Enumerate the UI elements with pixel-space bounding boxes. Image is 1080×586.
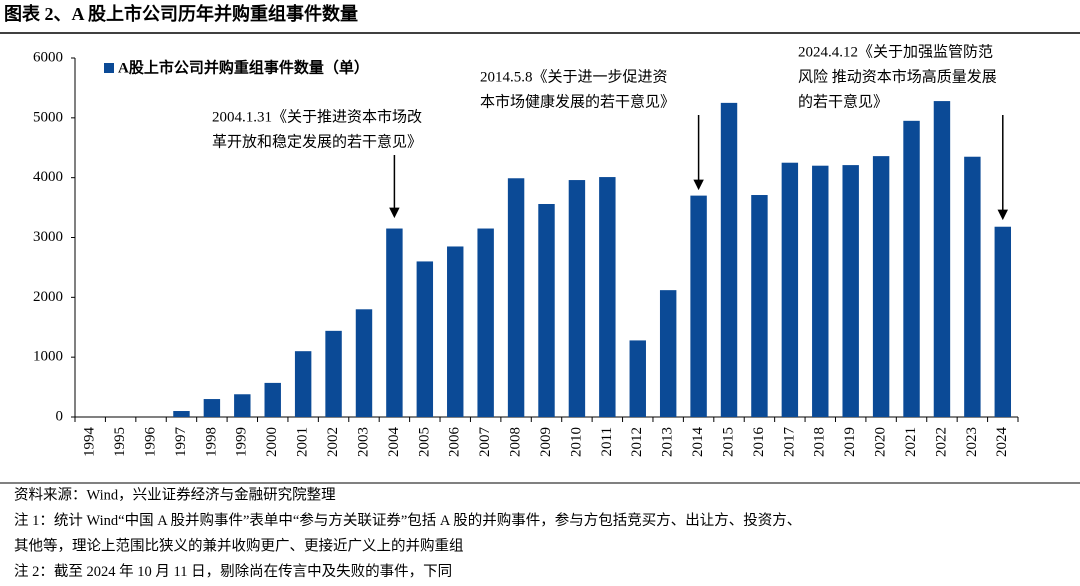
- x-tick-label: 2001: [295, 427, 311, 457]
- bar: [538, 203, 555, 417]
- note: 其他等，理论上范围比狭义的兼并收购更广、更接近广义上的并购重组: [14, 536, 464, 554]
- annotation: 风险 推动资本市场高质量发展: [798, 68, 997, 85]
- y-tick-label: 5000: [33, 109, 63, 125]
- bar: [447, 246, 464, 417]
- x-tick-label: 2011: [599, 427, 615, 456]
- y-tick-label: 6000: [33, 49, 63, 65]
- bar: [903, 120, 920, 417]
- note: 注 1：统计 Wind“中国 A 股并购事件”表单中“参与方关联证券”包括 A …: [14, 511, 801, 529]
- x-tick-label: 2019: [842, 427, 858, 457]
- x-tick-label: 2007: [477, 426, 493, 457]
- x-tick-label: 2010: [568, 427, 584, 457]
- x-tick-label: 2008: [508, 427, 524, 457]
- y-tick-label: 2000: [33, 289, 63, 305]
- bar: [994, 226, 1012, 417]
- note: 资料来源：Wind，兴业证券经济与金融研究院整理: [14, 486, 336, 503]
- bar: [294, 351, 312, 417]
- bar: [872, 156, 890, 418]
- y-tick-label: 4000: [33, 169, 63, 185]
- x-tick-label: 1999: [234, 427, 250, 457]
- x-tick-label: 2016: [751, 427, 767, 458]
- x-tick-label: 2012: [629, 427, 645, 457]
- x-tick-label: 2005: [416, 427, 432, 457]
- x-tick-label: 1998: [203, 427, 219, 457]
- y-tick-label: 1000: [33, 349, 63, 365]
- x-tick-label: 2024: [994, 426, 1010, 457]
- annotation: 2024.4.12《关于加强监管防范: [798, 43, 993, 60]
- annotation: 革开放和稳定发展的若干意见》: [212, 132, 422, 150]
- annotation: 的若干意见》: [798, 92, 888, 110]
- bar: [599, 177, 616, 417]
- bar: [720, 102, 738, 417]
- bar: [477, 228, 494, 417]
- x-tick-label: 2002: [325, 427, 341, 457]
- x-tick-label: 2021: [903, 427, 919, 457]
- x-tick-label: 2023: [964, 427, 980, 457]
- x-tick-label: 2006: [447, 427, 463, 458]
- bar: [781, 162, 799, 417]
- bar: [234, 394, 251, 417]
- x-tick-label: 1997: [173, 427, 189, 458]
- y-tick-label: 3000: [33, 229, 63, 245]
- annotation: 2014.5.8《关于进一步促进资: [480, 68, 668, 85]
- annotation: 本市场健康发展的若干意见》: [480, 92, 675, 110]
- bar: [355, 309, 373, 417]
- bar: [933, 101, 951, 417]
- x-tick-label: 2013: [660, 427, 676, 457]
- bar: [964, 156, 981, 417]
- bar: [812, 165, 829, 417]
- x-tick-label: 2009: [538, 427, 554, 457]
- x-tick-label: 2004: [386, 427, 402, 458]
- chart-title: 图表 2、A 股上市公司历年并购重组事件数量: [4, 3, 358, 24]
- bar: [659, 290, 677, 417]
- annotation: 2004.1.31《关于推进资本市场改: [212, 108, 422, 125]
- x-tick-label: 1996: [142, 427, 158, 458]
- bar: [690, 195, 707, 417]
- x-tick-label: 1995: [112, 427, 128, 457]
- bar: [386, 228, 403, 417]
- bar: [416, 261, 434, 417]
- x-tick-label: 2018: [812, 427, 828, 457]
- x-tick-label: 2015: [720, 427, 736, 457]
- bar: [842, 165, 859, 417]
- x-tick-label: 2003: [355, 427, 371, 457]
- x-tick-label: 2000: [264, 427, 280, 457]
- bar: [507, 178, 525, 417]
- bar: [264, 382, 281, 417]
- note: 注 2：截至 2024 年 10 月 11 日，剔除尚在传言中及失败的事件，下同: [14, 563, 452, 580]
- y-tick-label: 0: [56, 408, 64, 424]
- legend-label: A股上市公司并购重组事件数量（单）: [118, 58, 369, 76]
- bar: [629, 340, 646, 417]
- bar: [325, 330, 342, 417]
- x-tick-label: 1994: [82, 427, 98, 458]
- bar: [568, 180, 586, 417]
- bar: [751, 195, 768, 417]
- x-tick-label: 2020: [873, 427, 889, 457]
- x-tick-label: 2022: [933, 427, 949, 457]
- bar: [203, 399, 221, 417]
- x-tick-label: 2014: [690, 427, 706, 458]
- legend-swatch: [104, 63, 114, 73]
- x-tick-label: 2017: [781, 427, 797, 458]
- bar: [173, 411, 190, 417]
